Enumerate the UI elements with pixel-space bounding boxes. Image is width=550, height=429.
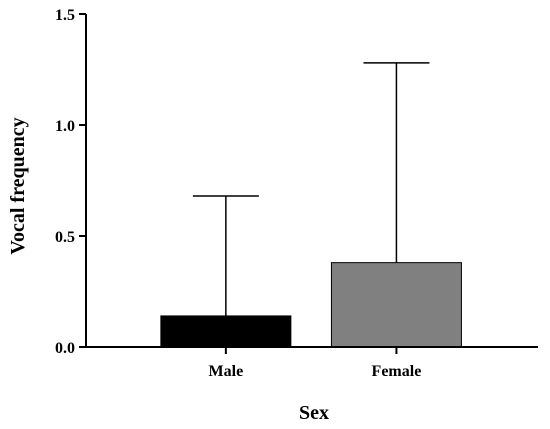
bar-female bbox=[330, 262, 462, 348]
y-tick-label: 0.5 bbox=[55, 229, 75, 246]
plot-area bbox=[160, 62, 462, 348]
y-axis-ticks: 0.0 0.5 1.0 1.5 bbox=[55, 7, 86, 357]
y-tick-label: 1.5 bbox=[55, 7, 75, 24]
y-tick-label: 0.0 bbox=[55, 340, 75, 357]
y-axis-title: Vocal frequency bbox=[7, 117, 29, 254]
bar-male bbox=[160, 315, 292, 348]
x-axis-ticks: Male Female bbox=[209, 347, 422, 380]
x-axis-title: Sex bbox=[299, 402, 329, 424]
x-tick-label-female: Female bbox=[372, 363, 422, 380]
x-tick-label-male: Male bbox=[209, 363, 244, 380]
y-tick-label: 1.0 bbox=[55, 118, 75, 135]
